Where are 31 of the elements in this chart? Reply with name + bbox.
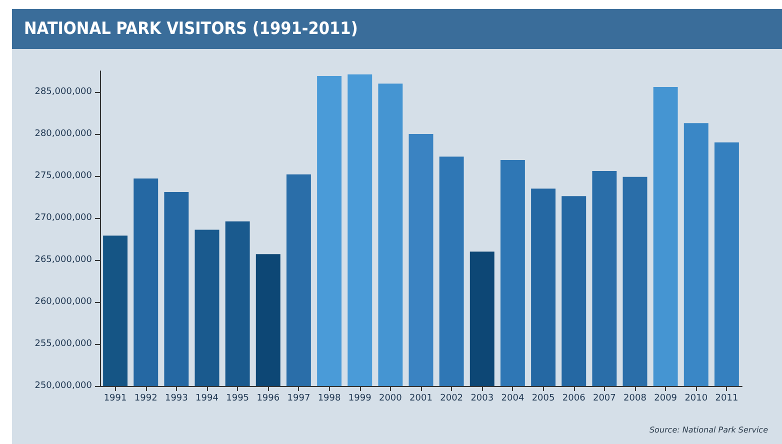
y-tick-label: 270,000,000 bbox=[34, 213, 92, 223]
x-tick-label: 2006 bbox=[562, 394, 586, 404]
x-tick-label: 2002 bbox=[440, 394, 464, 404]
chart-title: NATIONAL PARK VISITORS (1991-2011) bbox=[12, 9, 782, 49]
x-tick-label: 2009 bbox=[654, 394, 678, 404]
x-tick-label: 2003 bbox=[470, 394, 494, 404]
x-tick-label: 1995 bbox=[226, 394, 250, 404]
x-tick-label: 2001 bbox=[410, 394, 432, 404]
x-tick-label: 2000 bbox=[378, 394, 402, 404]
x-tick-label: 1997 bbox=[287, 394, 310, 404]
x-tick-label: 2010 bbox=[684, 394, 708, 404]
y-tick-label: 285,000,000 bbox=[34, 87, 92, 97]
x-tick-label: 2008 bbox=[624, 394, 647, 404]
source-note: Source: National Park Service bbox=[649, 426, 768, 434]
y-tick-label: 265,000,000 bbox=[34, 255, 92, 265]
y-tick-label: 260,000,000 bbox=[34, 297, 92, 307]
x-tick-label: 2007 bbox=[592, 394, 616, 404]
x-tick-label: 2011 bbox=[715, 394, 738, 404]
x-tick-label: 1992 bbox=[134, 394, 158, 404]
x-tick-label: 1999 bbox=[348, 394, 372, 404]
x-tick-label: 1996 bbox=[256, 394, 280, 404]
y-tick-label: 255,000,000 bbox=[34, 339, 92, 349]
x-tick-label: 1994 bbox=[196, 394, 219, 404]
x-tick-label: 2005 bbox=[532, 394, 555, 404]
y-tick-label: 280,000,000 bbox=[34, 129, 92, 139]
x-tick-label: 1991 bbox=[104, 394, 127, 404]
y-tick-label: 250,000,000 bbox=[34, 381, 92, 391]
x-tick-label: 2004 bbox=[501, 394, 524, 404]
y-tick-label: 275,000,000 bbox=[34, 171, 92, 181]
x-tick-label: 1998 bbox=[318, 394, 342, 404]
x-tick-label: 1993 bbox=[164, 394, 188, 404]
